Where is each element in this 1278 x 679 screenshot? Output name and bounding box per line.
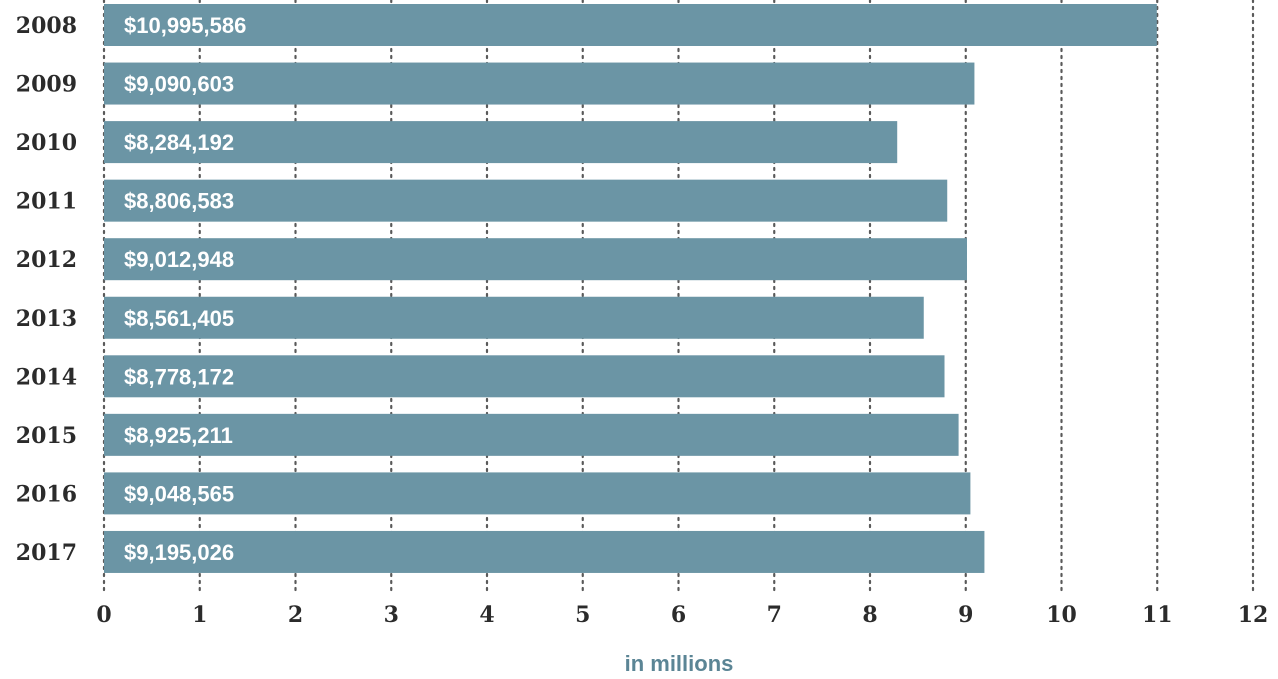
category-label-2013: 2013 [16, 306, 77, 332]
x-tick-label-4: 4 [479, 602, 494, 628]
x-tick-label-1: 1 [192, 602, 207, 628]
x-axis-ticks: 0 1 2 3 4 5 6 7 8 9 10 11 12 [96, 602, 1268, 628]
bar-2015 [104, 413, 959, 456]
value-label-2016: $9,048,565 [124, 481, 234, 506]
bars: $10,995,586 $9,090,603 $8,284,192 $8,806,58… [104, 4, 1157, 573]
value-label-2009: $9,090,603 [124, 72, 234, 97]
value-label-2017: $9,195,026 [124, 540, 234, 565]
bar-2010 [104, 121, 898, 164]
bar-2017 [104, 530, 985, 573]
bar-2014 [104, 355, 945, 398]
category-label-2009: 2009 [16, 72, 77, 98]
category-label-2017: 2017 [16, 540, 77, 566]
bar-2012 [104, 238, 967, 281]
category-labels: 2008 2009 2010 2011 2012 2013 2014 2015 2016 2017 [16, 13, 77, 566]
x-tick-label-8: 8 [862, 602, 877, 628]
x-tick-label-12: 12 [1238, 602, 1269, 628]
category-label-2012: 2012 [16, 247, 77, 273]
bar-2009 [104, 62, 975, 105]
value-label-2012: $9,012,948 [124, 247, 234, 272]
category-label-2016: 2016 [16, 481, 77, 507]
value-label-2011: $8,806,583 [124, 189, 234, 214]
x-tick-label-10: 10 [1046, 602, 1077, 628]
category-label-2010: 2010 [16, 130, 77, 156]
category-label-2015: 2015 [16, 423, 77, 449]
x-tick-label-5: 5 [575, 602, 590, 628]
category-label-2011: 2011 [16, 189, 77, 215]
x-tick-label-2: 2 [288, 602, 303, 628]
category-label-2014: 2014 [16, 364, 77, 390]
bar-2013 [104, 296, 924, 339]
x-tick-label-11: 11 [1142, 602, 1173, 628]
bar-2011 [104, 179, 948, 222]
bar-2016 [104, 472, 971, 515]
value-label-2010: $8,284,192 [124, 130, 234, 155]
value-label-2013: $8,561,405 [124, 306, 234, 331]
x-tick-label-0: 0 [96, 602, 111, 628]
bar-2008 [104, 4, 1157, 46]
x-axis-title: in millions [625, 651, 734, 676]
value-label-2015: $8,925,211 [124, 423, 233, 448]
value-label-2014: $8,778,172 [124, 364, 234, 389]
x-tick-label-3: 3 [384, 602, 399, 628]
x-tick-label-7: 7 [767, 602, 782, 628]
x-tick-label-9: 9 [958, 602, 973, 628]
category-label-2008: 2008 [16, 13, 77, 39]
x-tick-label-6: 6 [671, 602, 686, 628]
value-label-2008: $10,995,586 [124, 13, 246, 38]
